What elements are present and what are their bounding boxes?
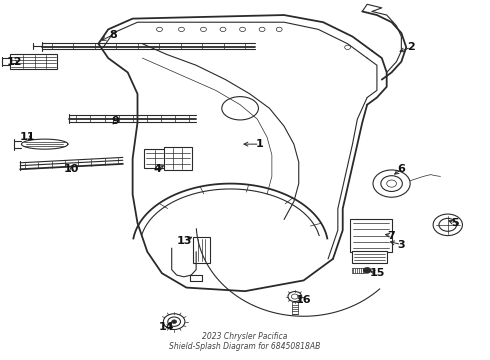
FancyBboxPatch shape <box>352 251 387 263</box>
FancyBboxPatch shape <box>164 147 192 170</box>
Text: 13: 13 <box>176 236 192 246</box>
Text: 2: 2 <box>407 42 415 52</box>
Text: 4: 4 <box>153 164 161 174</box>
Text: 10: 10 <box>64 164 79 174</box>
FancyBboxPatch shape <box>145 149 165 168</box>
Text: 12: 12 <box>7 57 22 67</box>
FancyBboxPatch shape <box>10 54 57 69</box>
Circle shape <box>363 267 371 273</box>
Text: 2023 Chrysler Pacifica
Shield-Splash Diagram for 68450818AB: 2023 Chrysler Pacifica Shield-Splash Dia… <box>170 332 320 351</box>
Text: 15: 15 <box>369 268 385 278</box>
Text: 6: 6 <box>397 164 405 174</box>
Circle shape <box>172 320 176 323</box>
Text: 11: 11 <box>20 132 35 142</box>
Text: 8: 8 <box>109 30 117 40</box>
Text: 14: 14 <box>159 322 174 332</box>
Text: 9: 9 <box>112 116 120 126</box>
Text: 7: 7 <box>388 231 395 240</box>
Text: 16: 16 <box>296 295 312 305</box>
FancyBboxPatch shape <box>349 219 392 252</box>
Text: 3: 3 <box>397 239 405 249</box>
Text: 1: 1 <box>256 139 264 149</box>
Text: 5: 5 <box>451 218 459 228</box>
FancyBboxPatch shape <box>193 237 210 263</box>
